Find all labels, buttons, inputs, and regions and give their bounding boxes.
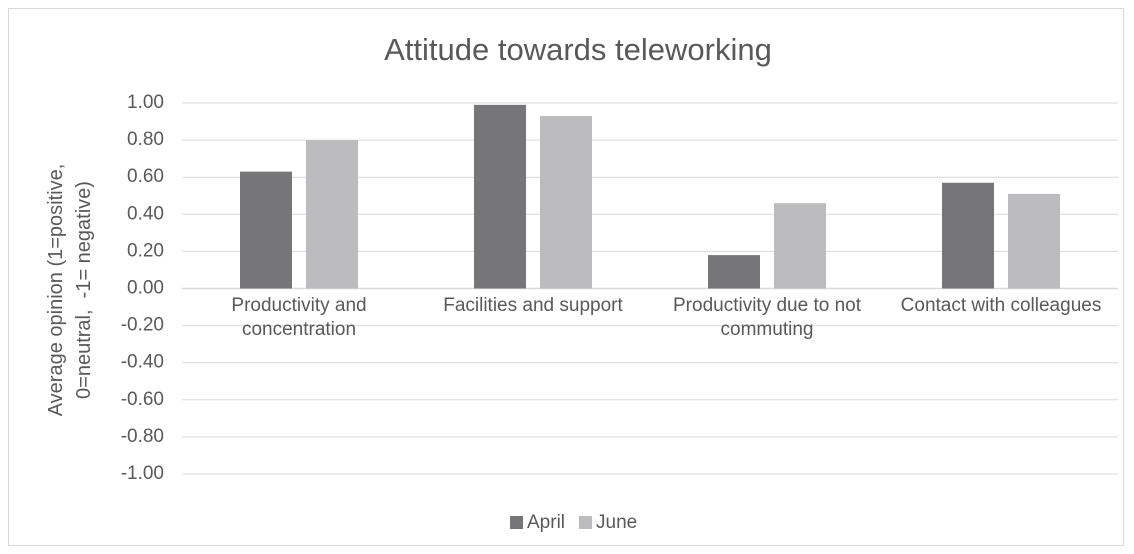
- y-tick-label: -0.20: [121, 315, 164, 336]
- y-tick-label: -0.60: [121, 389, 164, 410]
- y-axis-label: Average opinion (1=positive, 0=neutral, …: [45, 158, 95, 417]
- y-tick-label: 0.00: [127, 278, 164, 299]
- bar: [942, 182, 994, 289]
- y-tick-label: 0.20: [127, 240, 164, 261]
- legend-swatch: [510, 516, 523, 529]
- y-tick-label: -0.40: [121, 352, 164, 373]
- y-tick-label: -1.00: [121, 463, 164, 484]
- bar: [708, 255, 760, 289]
- x-tick-label: Productivity and concentration: [231, 294, 367, 340]
- legend-label: April: [527, 512, 565, 533]
- bar: [306, 140, 358, 289]
- bar: [240, 171, 292, 289]
- x-tick-label: Facilities and support: [443, 294, 623, 316]
- legend-swatch: [579, 516, 593, 529]
- legend-label: June: [596, 512, 637, 533]
- x-tick-label: Productivity due to not commuting: [673, 294, 861, 340]
- y-tick-label: 0.40: [127, 203, 164, 224]
- chart-title: Attitude towards teleworking: [384, 32, 772, 67]
- bar: [1008, 193, 1060, 289]
- y-tick-label: 0.80: [127, 129, 164, 150]
- y-tick-label: 0.60: [127, 166, 164, 187]
- x-tick-label: Contact with colleagues: [900, 294, 1102, 316]
- y-tick-label: -0.80: [121, 426, 164, 447]
- bar: [474, 104, 526, 289]
- bar: [774, 203, 826, 289]
- chart-border: [8, 8, 1124, 546]
- y-tick-label: 1.00: [127, 92, 164, 113]
- bar: [540, 115, 592, 289]
